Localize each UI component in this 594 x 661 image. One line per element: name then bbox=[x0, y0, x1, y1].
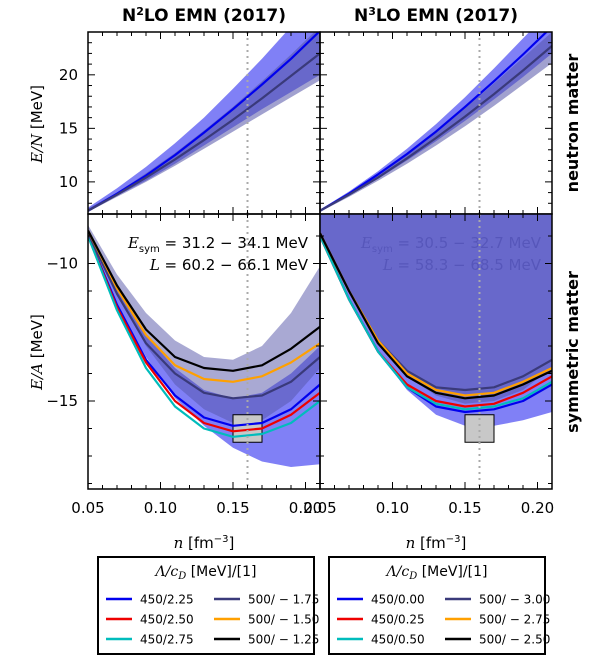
series-line-1 bbox=[320, 45, 552, 212]
legend-label: 450/2.25 bbox=[140, 593, 194, 607]
y-tick-label: −10 bbox=[46, 255, 78, 273]
legend-label: 450/0.50 bbox=[371, 633, 425, 647]
series-line-5 bbox=[88, 229, 320, 372]
band-0 bbox=[88, 32, 320, 212]
series-line-0 bbox=[88, 32, 320, 212]
legend-label: 500/ − 1.75 bbox=[248, 593, 319, 607]
legend-frame bbox=[97, 556, 315, 655]
panel-title-left: N2LO EMN (2017) bbox=[122, 5, 286, 26]
band-1 bbox=[88, 32, 320, 212]
annotation-esym-left: Esym = 31.2 − 34.1 MeV bbox=[127, 234, 309, 255]
band-1 bbox=[88, 225, 320, 423]
band-1 bbox=[320, 214, 552, 404]
x-tick-label: 0.15 bbox=[216, 499, 249, 517]
legend-frame bbox=[328, 556, 546, 655]
legend-title: Λ/cD [MeV]/[1] bbox=[385, 564, 488, 582]
panel-sm-n3lo: 0.05 0.10 0.15 0.20 bbox=[303, 213, 554, 517]
legend-label: 500/ − 2.50 bbox=[479, 633, 550, 647]
legend-label: 500/ − 1.25 bbox=[248, 633, 319, 647]
series-line-1 bbox=[88, 52, 320, 212]
xlabel-left: n [fm−3] bbox=[174, 534, 235, 552]
x-tick-label: 0.05 bbox=[71, 499, 104, 517]
y-tick-label: −15 bbox=[46, 392, 78, 410]
legend-label: 450/2.50 bbox=[140, 613, 194, 627]
series-line-2 bbox=[88, 235, 320, 438]
series-line-3 bbox=[88, 232, 320, 400]
series-line-4 bbox=[88, 230, 320, 383]
side-label-neutron-matter: neutron matter bbox=[563, 54, 582, 193]
panel-sm-n2lo: 0.05 0.10 0.15 0.20 −10 −15 bbox=[46, 213, 322, 517]
x-tick-label: 0.20 bbox=[289, 499, 322, 517]
xlabel-right: n [fm−3] bbox=[406, 534, 467, 552]
y-tick-label: 10 bbox=[59, 173, 78, 191]
panel-title-right: N3LO EMN (2017) bbox=[354, 5, 518, 26]
legend-label: 500/ − 1.50 bbox=[248, 613, 319, 627]
legend-label: 500/ − 2.75 bbox=[479, 613, 550, 627]
y-tick-label: 15 bbox=[59, 119, 78, 137]
legend-left: Λ/cD [MeV]/[1] 450/2.25 450/2.50 450/2.75 50… bbox=[97, 556, 319, 655]
series-line-0 bbox=[88, 235, 320, 427]
panel-nm-n2lo: 10 15 20 bbox=[59, 31, 321, 215]
series-line-2 bbox=[320, 235, 552, 411]
series-line-0 bbox=[320, 32, 548, 212]
legend-label: 450/2.75 bbox=[140, 633, 194, 647]
legend-title: Λ/cD [MeV]/[1] bbox=[154, 564, 257, 582]
x-tick-label: 0.20 bbox=[521, 499, 554, 517]
legend-label: 450/0.25 bbox=[371, 613, 425, 627]
x-tick-label: 0.15 bbox=[448, 499, 481, 517]
legend-label: 500/ − 3.00 bbox=[479, 593, 550, 607]
series-line-1 bbox=[88, 235, 320, 433]
panel-nm-n3lo bbox=[319, 31, 553, 215]
legend-label: 450/0.00 bbox=[371, 593, 425, 607]
series-line-5 bbox=[320, 232, 552, 400]
ylabel-neutron: E/N [MeV] bbox=[28, 85, 46, 164]
y-tick-label: 20 bbox=[59, 66, 78, 84]
x-tick-label: 0.10 bbox=[376, 499, 409, 517]
x-tick-label: 0.05 bbox=[303, 499, 336, 517]
ylabel-symmetric: E/A [MeV] bbox=[28, 314, 46, 391]
side-label-symmetric-matter: symmetric matter bbox=[563, 271, 582, 433]
x-tick-label: 0.10 bbox=[144, 499, 177, 517]
annotation-l-left: L = 60.2 − 66.1 MeV bbox=[149, 256, 309, 274]
band-0 bbox=[320, 32, 552, 212]
legend-right: Λ/cD [MeV]/[1] 450/0.00 450/0.25 450/0.50 50… bbox=[328, 556, 550, 655]
